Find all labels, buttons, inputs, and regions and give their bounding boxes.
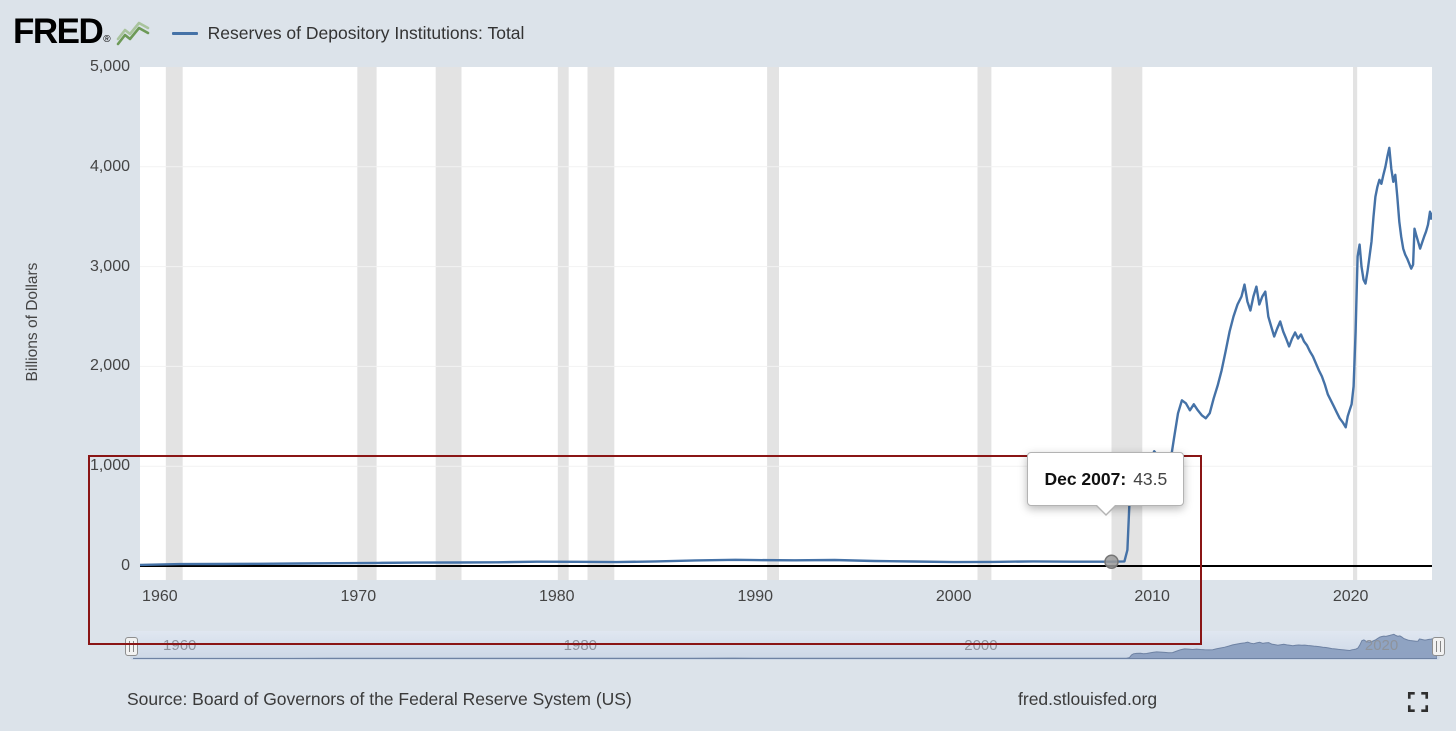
data-line [140, 146, 1432, 567]
x-tick-label: 2020 [1332, 588, 1369, 605]
x-tick-label: 1960 [142, 588, 178, 605]
legend-series-label: Reserves of Depository Institutions: Tot… [207, 22, 525, 43]
slider-mini-chart [133, 633, 1437, 659]
slider-handle-right[interactable] [1432, 637, 1445, 656]
fred-logo-text: FRED [13, 11, 104, 51]
recession-band [587, 67, 615, 580]
recession-band [557, 67, 569, 580]
fullscreen-button[interactable] [1406, 690, 1430, 714]
fred-sparkline-icon [116, 21, 149, 45]
registered-mark: ® [103, 33, 111, 45]
recession-band [767, 67, 779, 580]
y-tick-label: 5,000 [89, 58, 130, 75]
recession-band [165, 67, 183, 580]
y-tick-label: 3,000 [89, 257, 130, 275]
x-tick-label: 2000 [935, 588, 972, 605]
chart-legend: Reserves of Depository Institutions: Tot… [171, 22, 525, 44]
date-range-slider[interactable]: 1960 1980 2000 2020 [125, 631, 1445, 660]
slider-handle-left[interactable] [125, 637, 138, 656]
source-note: Source: Board of Governors of the Federa… [127, 689, 632, 709]
header: FRED ® Reserves of Depository Institutio… [13, 8, 524, 54]
chart-canvas [140, 67, 1432, 580]
fred-logo[interactable]: FRED ® [13, 14, 150, 49]
recession-band [435, 67, 462, 580]
slider-tick-label: 1980 [563, 637, 598, 654]
hover-tooltip: Dec 2007: 43.5 [1027, 452, 1185, 516]
slider-tick-label: 2000 [964, 637, 998, 654]
tooltip-value: 43.5 [1133, 468, 1168, 489]
slider-area [133, 633, 1437, 659]
y-tick-label: 2,000 [89, 357, 130, 375]
site-link[interactable]: fred.stlouisfed.org [1018, 689, 1158, 709]
slider-tick-label: 1960 [163, 637, 197, 654]
recession-band [357, 67, 377, 580]
tooltip-caret-fill [1095, 504, 1116, 514]
legend-line-swatch [171, 31, 198, 35]
slider-tick-label: 2020 [1364, 637, 1399, 654]
plot-area[interactable] [140, 67, 1432, 580]
x-tick-label: 1970 [340, 588, 377, 605]
tooltip-date: Dec 2007: [1044, 468, 1127, 489]
x-tick-label: 1990 [737, 588, 774, 605]
x-tick-label: 2010 [1134, 588, 1170, 605]
hover-marker [1104, 554, 1119, 569]
y-tick-label: 4,000 [89, 157, 130, 175]
y-tick-label: 0 [121, 557, 130, 574]
x-tick-label: 1980 [538, 588, 575, 605]
footer: Source: Board of Governors of the Federa… [0, 682, 1456, 724]
recession-band [977, 67, 992, 580]
y-tick-label: 1,000 [89, 457, 130, 475]
